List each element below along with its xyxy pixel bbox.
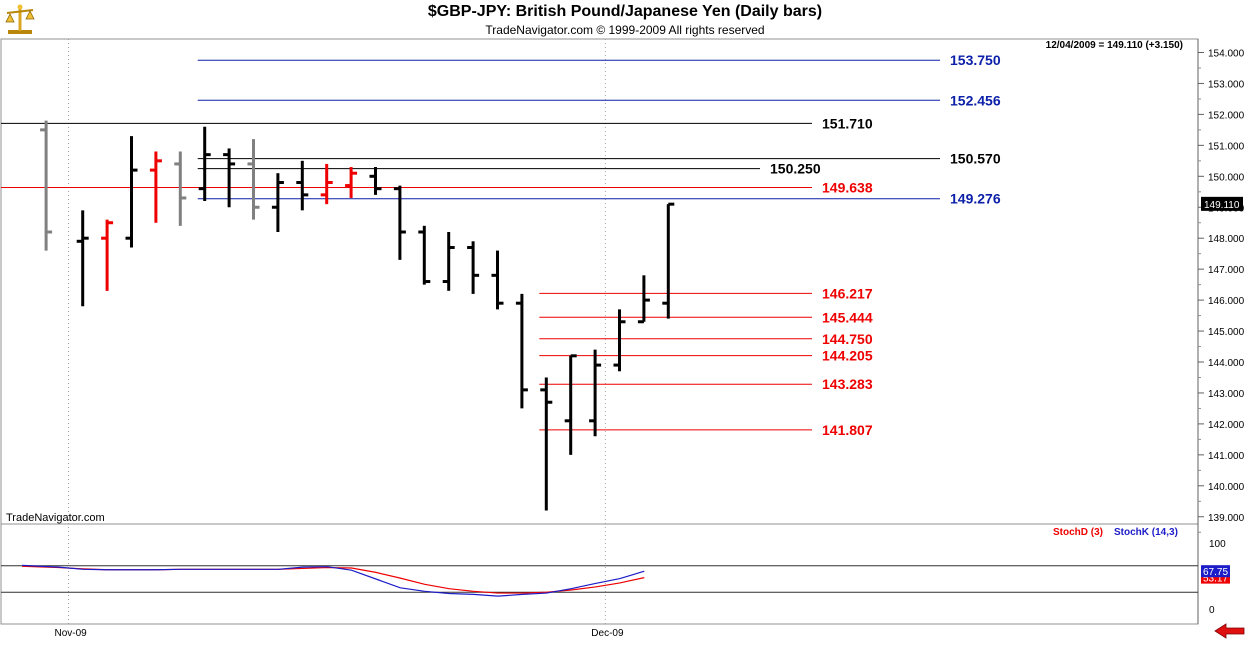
level-label: 149.638 [822, 180, 873, 196]
y-tick-label: 151.000 [1208, 141, 1245, 152]
level-label: 153.750 [950, 52, 1001, 68]
level-label: 150.570 [950, 151, 1001, 167]
y-tick-label: 154.000 [1208, 49, 1245, 60]
stoch-legend-k: StochK (14,3) [1114, 527, 1178, 538]
stoch-last-value-box [1201, 565, 1230, 578]
stoch-last-value-label: 53.17 [1203, 574, 1228, 585]
y-tick-label: 140.000 [1208, 482, 1245, 493]
y-tick-label: 143.000 [1208, 389, 1245, 400]
stoch-last-value-label: 67.75 [1203, 567, 1228, 578]
y-tick-label: 148.000 [1208, 234, 1245, 245]
y-tick-label: 152.000 [1208, 110, 1245, 121]
scroll-left-arrow-icon[interactable] [1214, 623, 1245, 639]
level-label: 144.750 [822, 331, 873, 347]
y-tick-label: 150.000 [1208, 172, 1245, 183]
level-label: 145.444 [822, 309, 873, 325]
x-tick-label: Dec-09 [591, 628, 624, 639]
stoch-y-tick-label: 100 [1209, 539, 1226, 550]
y-tick-label: 146.000 [1208, 296, 1245, 307]
oscillator-panel-frame [0, 523, 1199, 625]
trade-navigator-logo-icon [5, 4, 35, 34]
price-panel-frame [0, 38, 1199, 525]
level-label: 149.276 [950, 191, 1001, 207]
y-tick-label: 142.000 [1208, 420, 1245, 431]
y-tick-label: 147.000 [1208, 265, 1245, 276]
stoch-legend-d: StochD (3) [1053, 527, 1103, 538]
level-label: 141.807 [822, 422, 873, 438]
y-tick-label: 141.000 [1208, 451, 1245, 462]
chart-copyright: TradeNavigator.com © 1999-2009 All right… [485, 23, 765, 37]
watermark-text: TradeNavigator.com [6, 512, 105, 524]
quote-readout: 12/04/2009 = 149.110 (+3.150) [1046, 40, 1183, 51]
level-label: 144.205 [822, 348, 873, 364]
level-label: 150.250 [770, 161, 821, 177]
y-tick-label: 144.000 [1208, 358, 1245, 369]
y-tick-label: 153.000 [1208, 79, 1245, 90]
y-tick-label: 139.000 [1208, 513, 1245, 524]
level-label: 151.710 [822, 115, 873, 131]
level-label: 152.456 [950, 92, 1001, 108]
stoch-series-line [22, 564, 645, 597]
chart-title: $GBP-JPY: British Pound/Japanese Yen (Da… [427, 3, 823, 20]
last-price-label: 149.110 [1204, 200, 1240, 211]
y-tick-label: 145.000 [1208, 327, 1245, 338]
last-price-box [1201, 196, 1243, 211]
level-label: 146.217 [822, 285, 873, 301]
x-tick-label: Nov-09 [55, 628, 88, 639]
level-label: 143.283 [822, 376, 873, 392]
stoch-y-tick-label: 0 [1209, 605, 1215, 616]
